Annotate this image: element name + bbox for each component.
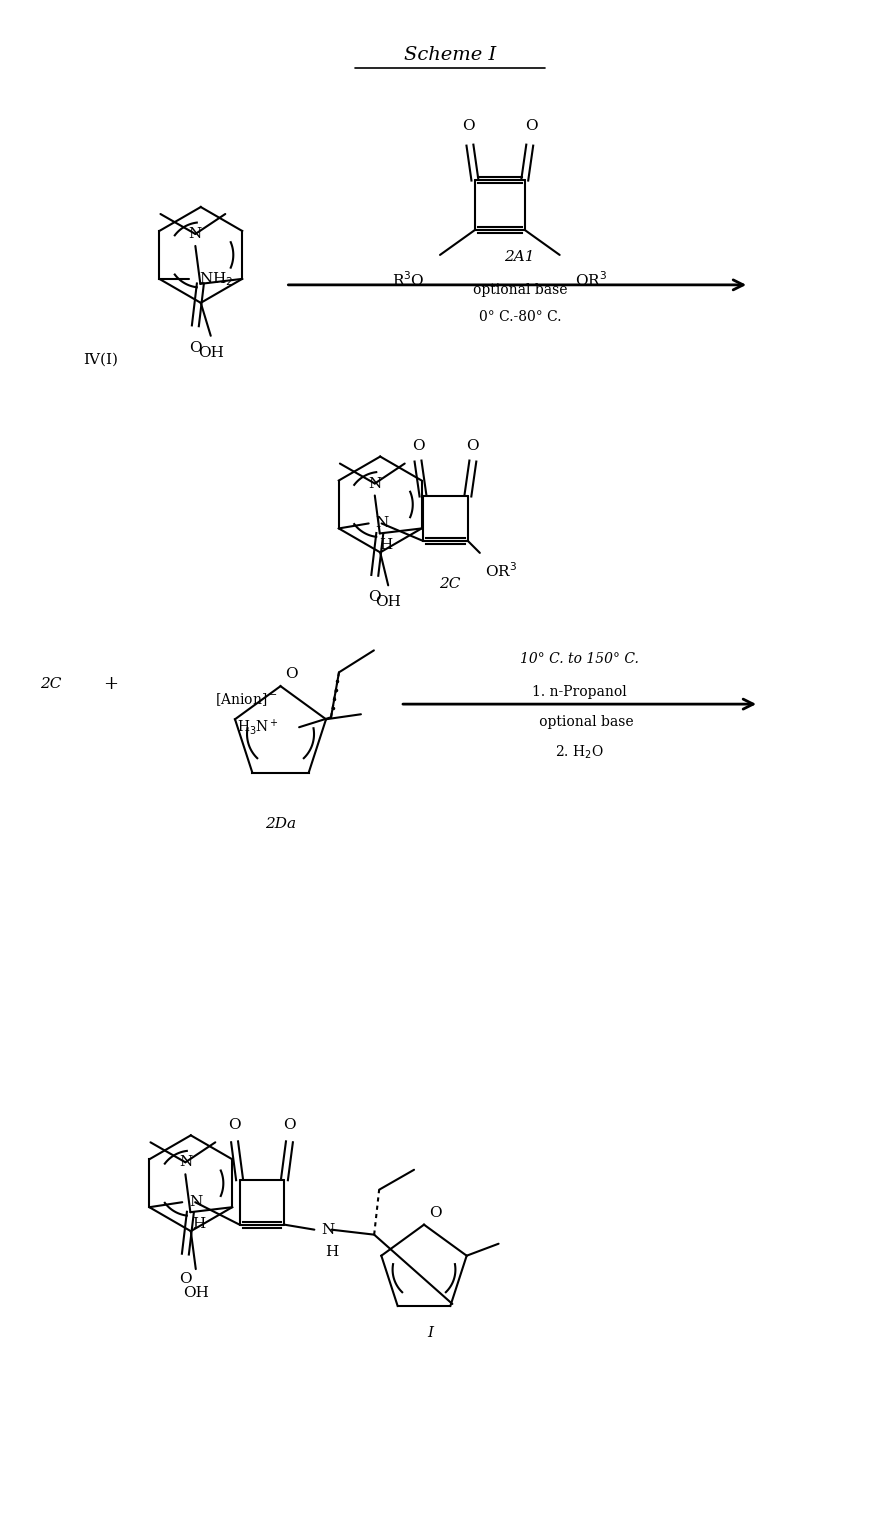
Text: H: H xyxy=(324,1244,338,1258)
Text: H: H xyxy=(193,1216,206,1232)
Text: OR$^3$: OR$^3$ xyxy=(485,561,517,580)
Text: N: N xyxy=(375,517,389,531)
Text: O: O xyxy=(525,120,538,133)
Text: O: O xyxy=(467,439,479,453)
Text: O: O xyxy=(283,1118,296,1132)
Text: N: N xyxy=(322,1223,334,1236)
Text: O: O xyxy=(368,591,381,604)
Text: N: N xyxy=(189,227,202,241)
Text: I: I xyxy=(427,1325,433,1341)
Text: O: O xyxy=(461,120,474,133)
Text: N: N xyxy=(189,1195,202,1209)
Text: [Anion]$^-$: [Anion]$^-$ xyxy=(214,690,277,707)
Text: optional base: optional base xyxy=(472,282,567,298)
Text: +: + xyxy=(104,675,118,693)
Text: 2C: 2C xyxy=(40,676,62,692)
Text: 0° C.-80° C.: 0° C.-80° C. xyxy=(478,310,561,324)
Text: O: O xyxy=(411,439,425,453)
Text: O: O xyxy=(189,341,202,354)
Text: H: H xyxy=(379,538,392,552)
Text: 10° C. to 150° C.: 10° C. to 150° C. xyxy=(521,652,639,666)
Text: OH: OH xyxy=(375,595,401,609)
Text: O: O xyxy=(179,1272,192,1285)
Text: optional base: optional base xyxy=(526,715,633,729)
Text: O: O xyxy=(286,667,298,681)
Text: NH$_2$: NH$_2$ xyxy=(199,270,234,288)
Text: IV(I): IV(I) xyxy=(83,353,118,367)
Text: 2. H$_2$O: 2. H$_2$O xyxy=(556,744,604,761)
Text: 2Da: 2Da xyxy=(265,818,296,831)
Text: 2A1: 2A1 xyxy=(504,250,535,264)
Text: N: N xyxy=(179,1155,192,1169)
Text: N: N xyxy=(368,477,382,491)
Text: R$^3$O: R$^3$O xyxy=(392,270,425,288)
Text: 2C: 2C xyxy=(439,577,461,591)
Text: OH: OH xyxy=(183,1285,209,1299)
Text: Scheme I: Scheme I xyxy=(404,46,496,64)
Text: O: O xyxy=(429,1206,442,1220)
Text: OR$^3$: OR$^3$ xyxy=(574,270,607,288)
Text: 1. n-Propanol: 1. n-Propanol xyxy=(532,686,627,700)
Text: OH: OH xyxy=(198,345,224,360)
Text: H$_3$N$^+$: H$_3$N$^+$ xyxy=(237,718,280,738)
Text: O: O xyxy=(228,1118,241,1132)
